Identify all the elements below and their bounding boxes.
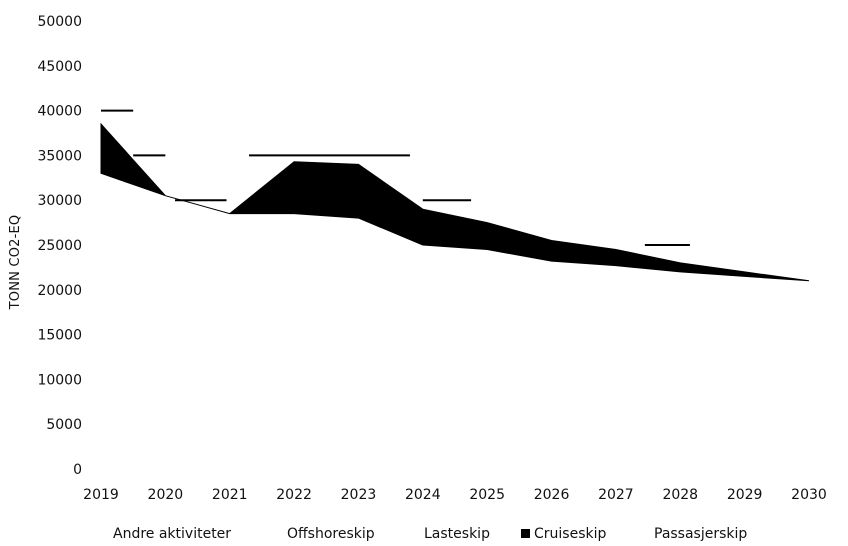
x-tick-label: 2022	[276, 487, 312, 503]
x-tick-label: 2027	[598, 487, 634, 503]
legend-item: Lasteskip	[424, 526, 490, 542]
x-tick-label: 2020	[148, 487, 184, 503]
x-tick-label: 2019	[83, 487, 119, 503]
level-marks	[101, 109, 690, 246]
legend-item: Passasjerskip	[654, 526, 747, 542]
x-tick-label: 2028	[662, 487, 698, 503]
x-axis-tick-labels: 2019 2020 2021 2022 2023 2024 2025 2026 2027 2028…	[83, 487, 827, 503]
x-tick-label: 2030	[791, 487, 827, 503]
emissions-band-area	[100, 122, 810, 282]
legend-item: Andre aktiviteter	[113, 526, 231, 542]
x-tick-label: 2023	[341, 487, 377, 503]
y-tick-label: 0	[73, 462, 82, 478]
y-tick-label: 15000	[37, 328, 82, 344]
legend-item: Cruiseskip	[534, 526, 606, 542]
y-tick-label: 5000	[46, 417, 82, 433]
y-tick-label: 45000	[37, 59, 82, 75]
legend-item: Offshoreskip	[287, 526, 375, 542]
y-axis-tick-labels: 0 5000 10000 15000 20000 25000 30000 35000 40000…	[37, 14, 82, 478]
y-axis-title: TONN CO2-EQ	[8, 215, 23, 311]
y-tick-label: 50000	[37, 14, 82, 30]
y-tick-label: 25000	[37, 238, 82, 254]
x-tick-label: 2029	[727, 487, 763, 503]
y-tick-label: 10000	[37, 372, 82, 388]
x-tick-label: 2021	[212, 487, 248, 503]
legend: Andre aktiviteter Offshoreskip Lasteskip Cr…	[113, 526, 747, 542]
x-tick-label: 2026	[534, 487, 570, 503]
x-tick-label: 2024	[405, 487, 441, 503]
plot-area	[100, 109, 810, 282]
y-tick-label: 35000	[37, 148, 82, 164]
y-tick-label: 20000	[37, 283, 82, 299]
x-tick-label: 2025	[469, 487, 505, 503]
y-tick-label: 30000	[37, 193, 82, 209]
y-tick-label: 40000	[37, 104, 82, 120]
legend-marker	[521, 529, 530, 538]
